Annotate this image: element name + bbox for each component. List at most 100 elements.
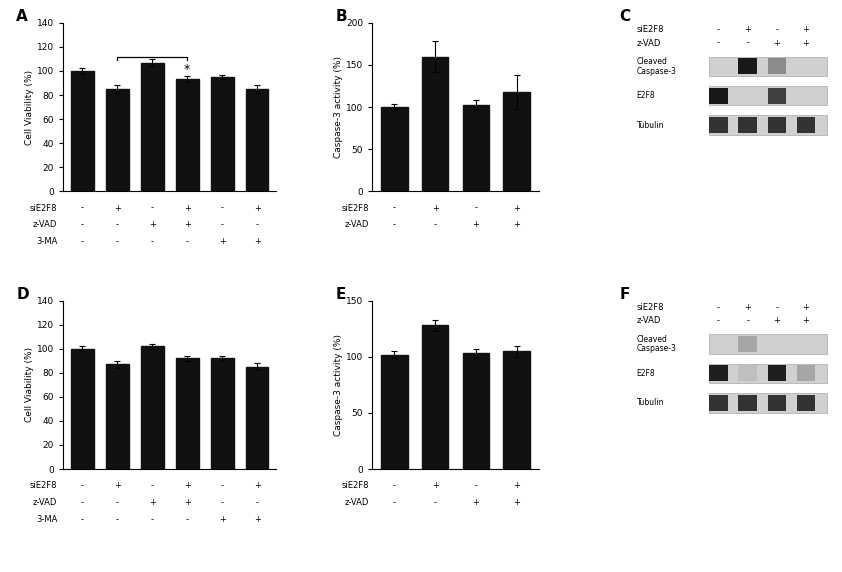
Text: D: D bbox=[16, 287, 29, 302]
Text: A: A bbox=[16, 9, 28, 25]
Text: -: - bbox=[81, 482, 84, 490]
Bar bbox=[210, 359, 233, 469]
Text: -: - bbox=[221, 220, 224, 229]
Text: E2F8: E2F8 bbox=[637, 91, 655, 100]
Text: +: + bbox=[184, 220, 190, 229]
Bar bbox=[106, 89, 129, 191]
Text: siE2F8: siE2F8 bbox=[637, 303, 664, 312]
Text: +: + bbox=[184, 204, 190, 213]
Bar bbox=[422, 325, 449, 469]
Text: +: + bbox=[472, 220, 479, 229]
Text: +: + bbox=[219, 515, 226, 524]
Text: +: + bbox=[253, 515, 260, 524]
Text: *: * bbox=[184, 63, 190, 76]
Text: +: + bbox=[253, 237, 260, 247]
Bar bbox=[141, 347, 163, 469]
Text: +: + bbox=[513, 220, 520, 229]
Bar bbox=[210, 77, 233, 191]
Bar bbox=[504, 351, 530, 469]
FancyBboxPatch shape bbox=[709, 57, 828, 76]
Text: -: - bbox=[186, 237, 189, 247]
Bar bbox=[106, 364, 129, 469]
Text: -: - bbox=[434, 220, 437, 229]
Y-axis label: Caspase-3 activity (%): Caspase-3 activity (%) bbox=[334, 334, 343, 436]
Text: 3-MA: 3-MA bbox=[36, 515, 57, 524]
FancyBboxPatch shape bbox=[768, 395, 786, 411]
Text: z-VAD: z-VAD bbox=[637, 38, 661, 47]
FancyBboxPatch shape bbox=[738, 117, 757, 133]
Text: siE2F8: siE2F8 bbox=[29, 482, 57, 490]
Bar bbox=[176, 80, 199, 191]
Text: -: - bbox=[81, 204, 84, 213]
Text: siE2F8: siE2F8 bbox=[342, 482, 370, 490]
Text: -: - bbox=[151, 237, 154, 247]
Text: -: - bbox=[393, 482, 396, 490]
Text: Cleaved
Caspase-3: Cleaved Caspase-3 bbox=[637, 335, 676, 353]
FancyBboxPatch shape bbox=[768, 366, 786, 382]
Text: -: - bbox=[81, 498, 84, 507]
Text: -: - bbox=[393, 498, 396, 507]
FancyBboxPatch shape bbox=[709, 335, 828, 353]
Bar bbox=[422, 57, 449, 191]
FancyBboxPatch shape bbox=[709, 86, 828, 105]
Text: -: - bbox=[81, 220, 84, 229]
FancyBboxPatch shape bbox=[709, 117, 727, 133]
FancyBboxPatch shape bbox=[768, 117, 786, 133]
Text: +: + bbox=[114, 482, 120, 490]
Text: +: + bbox=[774, 38, 781, 47]
FancyBboxPatch shape bbox=[768, 88, 786, 104]
Text: -: - bbox=[116, 220, 119, 229]
FancyBboxPatch shape bbox=[738, 366, 757, 382]
FancyBboxPatch shape bbox=[797, 117, 815, 133]
Text: z-VAD: z-VAD bbox=[345, 498, 370, 507]
Bar bbox=[462, 353, 489, 469]
FancyBboxPatch shape bbox=[738, 58, 757, 74]
Text: +: + bbox=[432, 482, 439, 490]
Text: -: - bbox=[116, 237, 119, 247]
FancyBboxPatch shape bbox=[709, 116, 828, 135]
Text: -: - bbox=[746, 316, 749, 325]
Text: z-VAD: z-VAD bbox=[33, 498, 57, 507]
Text: -: - bbox=[256, 498, 258, 507]
Text: +: + bbox=[774, 316, 781, 325]
Text: -: - bbox=[221, 204, 224, 213]
Text: +: + bbox=[513, 482, 520, 490]
Text: -: - bbox=[221, 498, 224, 507]
Text: +: + bbox=[513, 204, 520, 213]
Text: +: + bbox=[802, 316, 809, 325]
Text: -: - bbox=[116, 498, 119, 507]
Text: siE2F8: siE2F8 bbox=[342, 204, 370, 213]
Text: -: - bbox=[474, 482, 477, 490]
Text: E: E bbox=[335, 287, 346, 302]
FancyBboxPatch shape bbox=[709, 88, 727, 104]
Text: +: + bbox=[149, 498, 156, 507]
Text: +: + bbox=[114, 204, 120, 213]
FancyBboxPatch shape bbox=[709, 395, 727, 411]
Text: +: + bbox=[802, 25, 809, 34]
Text: B: B bbox=[335, 9, 347, 25]
Text: 3-MA: 3-MA bbox=[36, 237, 57, 247]
FancyBboxPatch shape bbox=[709, 366, 727, 382]
Text: -: - bbox=[717, 316, 720, 325]
FancyBboxPatch shape bbox=[797, 366, 815, 382]
Text: -: - bbox=[393, 204, 396, 213]
Text: -: - bbox=[775, 25, 778, 34]
FancyBboxPatch shape bbox=[738, 395, 757, 411]
FancyBboxPatch shape bbox=[797, 395, 815, 411]
Text: -: - bbox=[151, 515, 154, 524]
Text: +: + bbox=[513, 498, 520, 507]
Bar bbox=[71, 349, 93, 469]
Text: Tubulin: Tubulin bbox=[637, 121, 664, 130]
Text: +: + bbox=[253, 482, 260, 490]
Bar bbox=[176, 359, 199, 469]
Text: -: - bbox=[256, 220, 258, 229]
Text: siE2F8: siE2F8 bbox=[637, 25, 664, 34]
Text: -: - bbox=[81, 515, 84, 524]
Bar bbox=[504, 92, 530, 191]
Text: +: + bbox=[432, 204, 439, 213]
Text: +: + bbox=[149, 220, 156, 229]
Text: +: + bbox=[253, 204, 260, 213]
Text: -: - bbox=[186, 515, 189, 524]
Text: -: - bbox=[746, 38, 749, 47]
Text: -: - bbox=[393, 220, 396, 229]
